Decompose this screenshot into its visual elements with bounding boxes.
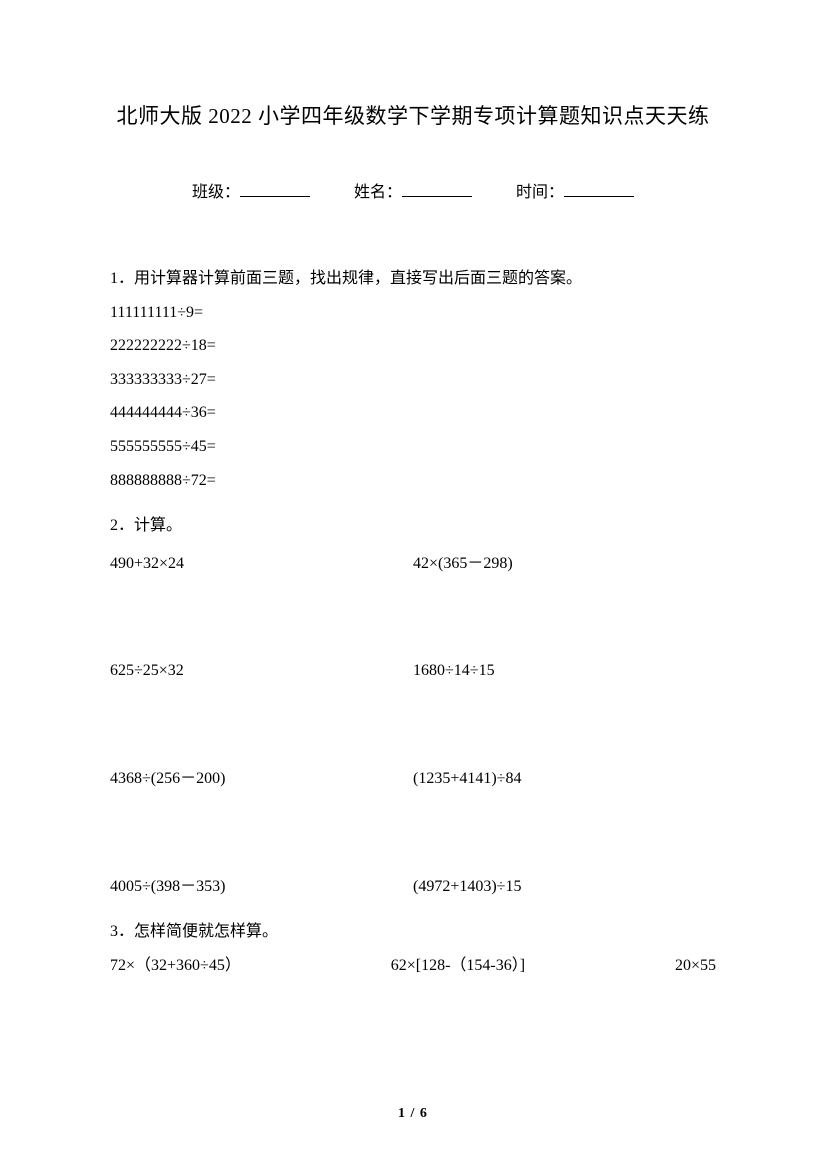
- work-space: [110, 580, 716, 650]
- q2-row: 490+32×24 42×(365－298): [110, 547, 716, 581]
- q1-line: 111111111÷9=: [110, 296, 716, 330]
- q2-row: 625÷25×32 1680÷14÷15: [110, 654, 716, 688]
- q2-cell: 4005÷(398－353): [110, 870, 413, 904]
- q2-cell: 42×(365－298): [413, 547, 716, 581]
- q2-row: 4368÷(256－200) (1235+4141)÷84: [110, 762, 716, 796]
- class-blank[interactable]: [240, 183, 310, 197]
- q1-prompt: 1．用计算器计算前面三题，找出规律，直接写出后面三题的答案。: [110, 262, 716, 296]
- name-label: 姓名：: [354, 184, 402, 201]
- q2-row: 4005÷(398－353) (4972+1403)÷15: [110, 870, 716, 904]
- worksheet-page: 北师大版 2022 小学四年级数学下学期专项计算题知识点天天练 班级： 姓名： …: [0, 0, 826, 1168]
- q2-cell: (4972+1403)÷15: [413, 870, 716, 904]
- work-space: [110, 796, 716, 866]
- time-blank[interactable]: [564, 183, 634, 197]
- name-blank[interactable]: [402, 183, 472, 197]
- q3-cell: 20×55: [675, 949, 716, 983]
- student-info-line: 班级： 姓名： 时间：: [110, 178, 716, 202]
- q1-line: 888888888÷72=: [110, 464, 716, 498]
- q2-cell: 4368÷(256－200): [110, 762, 413, 796]
- q1-line: 333333333÷27=: [110, 363, 716, 397]
- q1-line: 555555555÷45=: [110, 430, 716, 464]
- q2-cell: 1680÷14÷15: [413, 654, 716, 688]
- work-space: [110, 688, 716, 758]
- q3-row: 72×（32+360÷45） 62×[128-（154-36）] 20×55: [110, 949, 716, 983]
- q2-cell: 490+32×24: [110, 547, 413, 581]
- q3-cell: 62×[128-（154-36）]: [391, 949, 525, 983]
- question-section: 1．用计算器计算前面三题，找出规律，直接写出后面三题的答案。 111111111…: [110, 262, 716, 982]
- q2-prompt: 2．计算。: [110, 509, 716, 543]
- q1-line: 444444444÷36=: [110, 396, 716, 430]
- q2-cell: (1235+4141)÷84: [413, 762, 716, 796]
- q2-cell: 625÷25×32: [110, 654, 413, 688]
- page-number: 1 / 6: [0, 1106, 826, 1122]
- q3-prompt: 3．怎样简便就怎样算。: [110, 915, 716, 949]
- time-label: 时间：: [516, 184, 564, 201]
- page-title: 北师大版 2022 小学四年级数学下学期专项计算题知识点天天练: [110, 100, 716, 130]
- class-label: 班级：: [192, 184, 240, 201]
- q3-cell: 72×（32+360÷45）: [110, 949, 241, 983]
- q1-line: 222222222÷18=: [110, 329, 716, 363]
